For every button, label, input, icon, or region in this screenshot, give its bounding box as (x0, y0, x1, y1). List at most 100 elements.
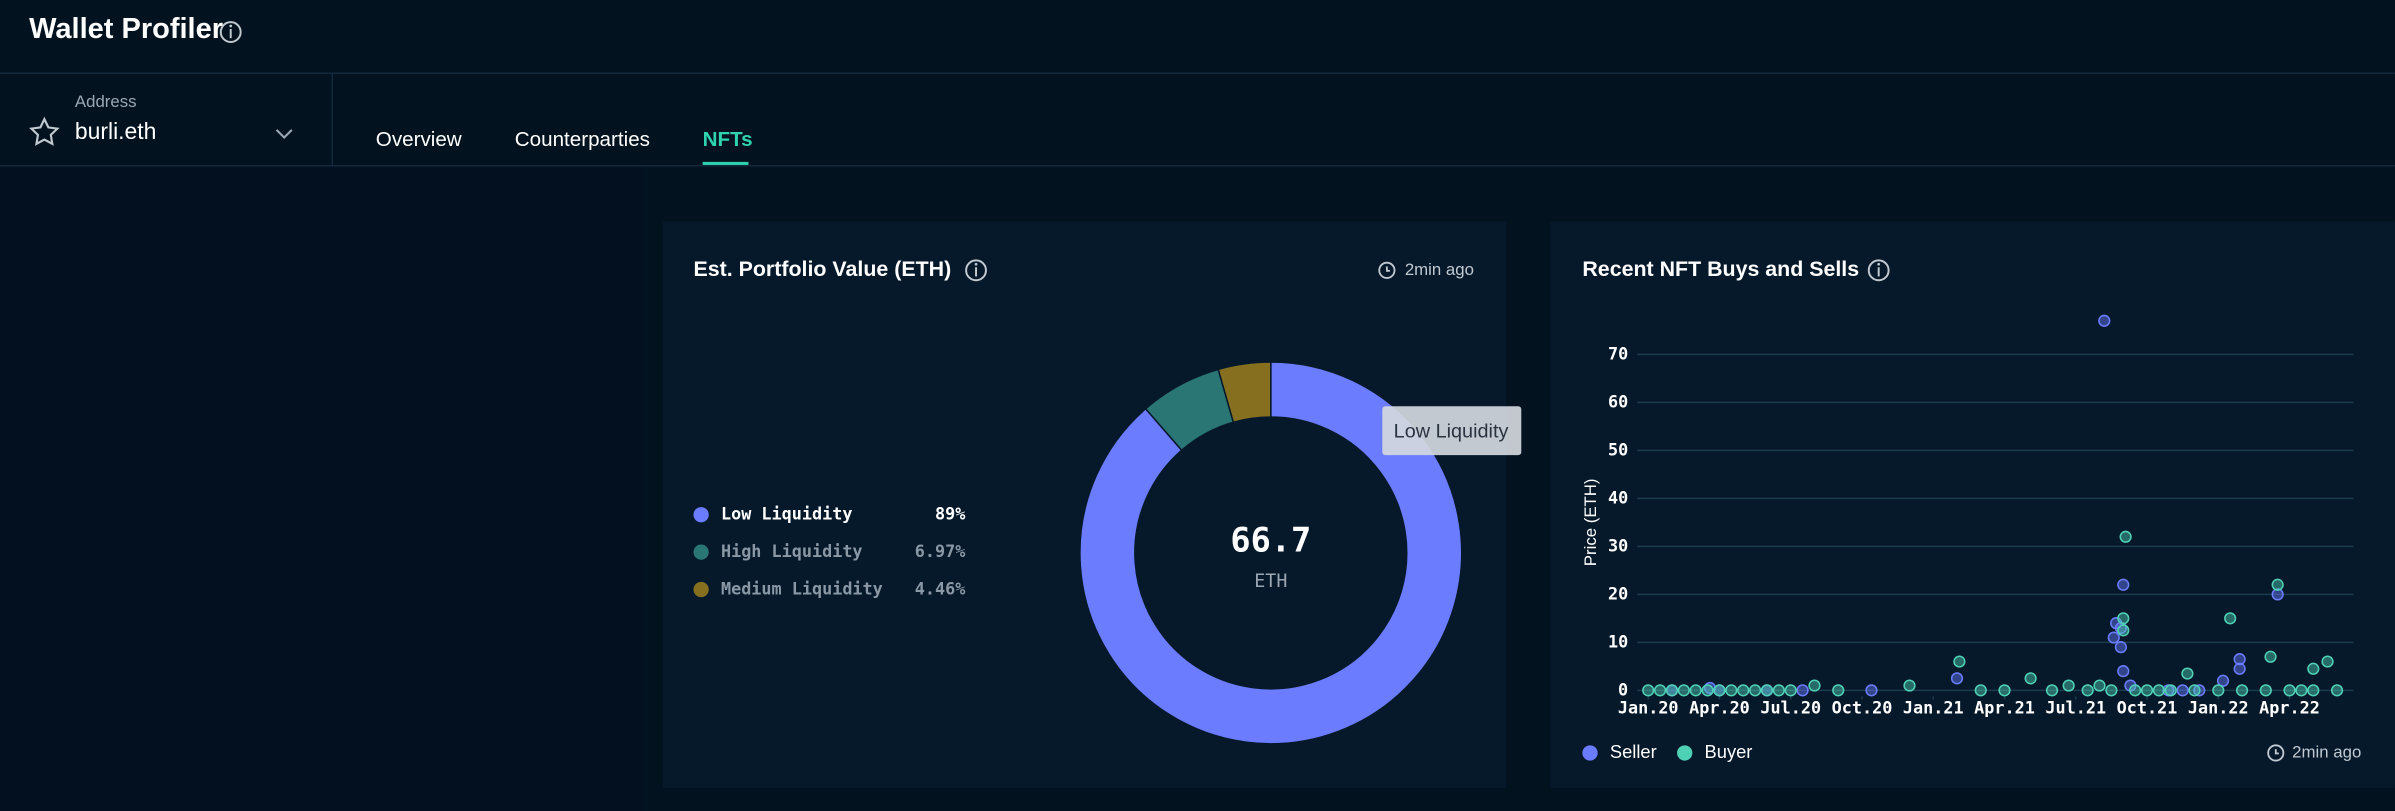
x-tick-label: Apr.22 (2259, 698, 2320, 718)
y-tick-label: 60 (1608, 391, 1628, 411)
info-icon[interactable] (219, 21, 242, 43)
legend-swatch (693, 507, 709, 523)
point (2283, 684, 2296, 697)
pie-slice (1079, 361, 1463, 745)
point (2098, 314, 2111, 327)
y-tick-label: 70 (1608, 343, 1628, 363)
point (2024, 672, 2037, 685)
y-tick-label: 20 (1608, 583, 1628, 603)
point (2330, 684, 2344, 697)
side-area (0, 166, 642, 811)
legend-label: Low Liquidity (721, 504, 852, 524)
point (2235, 684, 2249, 697)
address-label: Address (75, 92, 137, 111)
chevron-icon[interactable] (275, 129, 293, 139)
point (1953, 655, 1966, 668)
point (2107, 631, 2120, 644)
point (2117, 624, 2130, 637)
x-tick-label: Apr.21 (1974, 698, 2035, 718)
point (2181, 667, 2194, 680)
point (2045, 684, 2059, 697)
point (1689, 684, 1702, 697)
point (1808, 679, 1821, 692)
point (2081, 684, 2094, 697)
tooltip (1382, 406, 1522, 456)
tab[interactable]: Counterparties (515, 128, 650, 151)
point (2062, 679, 2075, 692)
point (1725, 684, 1738, 697)
tab-underline (702, 161, 749, 165)
x-tick-label: Apr.20 (1689, 698, 1750, 718)
point (1974, 684, 1987, 697)
point (2295, 684, 2308, 697)
y-axis-label: Price (ETH) (1581, 478, 1600, 566)
point (2188, 684, 2201, 697)
point (2105, 684, 2118, 697)
y-tick-label: 0 (1618, 679, 1628, 699)
point (1832, 684, 1845, 697)
info-icon[interactable] (965, 259, 987, 282)
legend-swatch (693, 581, 709, 598)
x-tick-label: Jan.20 (1618, 698, 1679, 718)
center-value: 66.7 (1230, 521, 1311, 560)
point (2271, 588, 2284, 601)
point (2164, 684, 2177, 697)
pie-slice (1217, 361, 1272, 424)
point (2152, 684, 2166, 697)
point (2271, 578, 2284, 591)
point (2259, 684, 2272, 697)
address-value[interactable]: burli.eth (75, 118, 156, 144)
point (1865, 684, 1878, 697)
point (1998, 684, 2011, 697)
updated: 2min ago (2292, 742, 2361, 761)
point (1701, 684, 1714, 697)
y-tick-label: 30 (1608, 535, 1628, 555)
point (2093, 679, 2106, 692)
point (1903, 679, 1916, 692)
point (1748, 684, 1762, 697)
clock-icon (1378, 261, 1396, 279)
point (2114, 641, 2128, 654)
point (2307, 662, 2320, 675)
x-tick-label: Oct.21 (2117, 698, 2178, 718)
info-icon[interactable] (1867, 259, 1890, 282)
legend-swatch (1677, 745, 1693, 761)
point (2129, 684, 2142, 697)
x-tick-label: Oct.20 (1832, 698, 1893, 718)
updated: 2min ago (1405, 260, 1474, 279)
y-tick-label: 10 (1608, 631, 1628, 651)
point (2233, 653, 2246, 666)
point (2119, 530, 2132, 543)
legend-swatch (693, 544, 709, 560)
point (1665, 684, 1679, 697)
legend-value: 4.46% (915, 579, 966, 599)
point (1796, 684, 1809, 697)
legend-swatch (1582, 745, 1598, 761)
point (1642, 684, 1655, 697)
star-icon[interactable] (29, 116, 60, 146)
point (2321, 655, 2334, 668)
point (1760, 684, 1774, 697)
x-tick-label: Jul.20 (1760, 698, 1821, 718)
point (1772, 684, 1785, 697)
point (2117, 665, 2130, 678)
point (2307, 684, 2320, 697)
x-tick-label: Jul.21 (2045, 698, 2106, 718)
clock-icon (2267, 744, 2285, 762)
y-tick-label: 40 (1608, 487, 1628, 507)
tab[interactable]: Overview (376, 128, 462, 151)
legend-label: Medium Liquidity (721, 579, 883, 599)
point (2216, 674, 2230, 687)
center-unit: ETH (1254, 571, 1287, 592)
card-title: Est. Portfolio Value (ETH) (693, 257, 951, 281)
app-title: Wallet Profiler (29, 13, 223, 45)
point (2117, 578, 2130, 591)
point (2212, 684, 2225, 697)
point (1713, 684, 1726, 697)
legend-label: High Liquidity (721, 541, 863, 561)
tab-active[interactable]: NFTs (703, 128, 753, 151)
point (2140, 684, 2154, 697)
point (1737, 684, 1750, 697)
point (2224, 612, 2237, 625)
